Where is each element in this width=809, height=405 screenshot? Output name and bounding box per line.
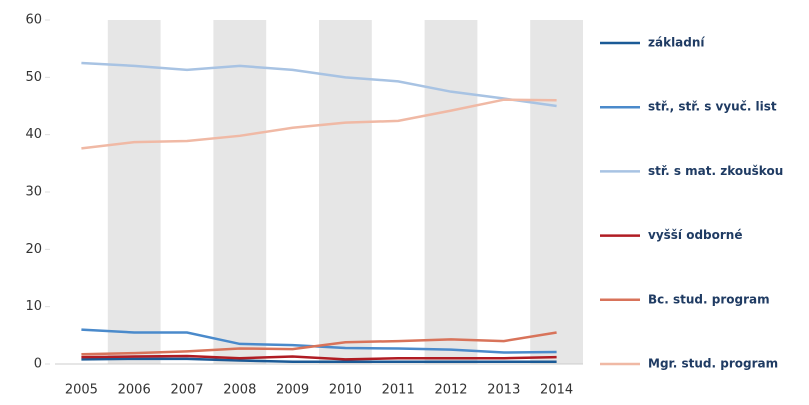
x-tick-label: 2006 — [118, 383, 151, 398]
band — [530, 20, 583, 364]
x-tick-label: 2008 — [223, 383, 256, 398]
series-line — [81, 98, 557, 150]
band — [424, 20, 478, 364]
y-tick-label: 0 — [34, 357, 42, 372]
y-tick-label: 60 — [25, 13, 42, 28]
legend-label: vyšší odborné — [648, 228, 743, 242]
x-tick-label: 2013 — [487, 383, 520, 398]
x-tick-label: 2012 — [434, 383, 467, 398]
band — [213, 20, 267, 364]
legend-label: Mgr. stud. program — [648, 357, 778, 371]
x-tick-label: 2007 — [170, 383, 203, 398]
x-tick-label: 2011 — [382, 383, 415, 398]
x-tick-label: 2010 — [329, 383, 362, 398]
legend-label: stř., stř. s vyuč. list — [648, 100, 777, 114]
x-tick-label: 2014 — [540, 383, 573, 398]
series-line — [81, 354, 557, 361]
x-tick-label: 2005 — [65, 383, 98, 398]
series-line — [81, 331, 557, 356]
series-line — [81, 61, 557, 108]
band — [319, 20, 372, 364]
legend-label: základní — [648, 36, 705, 50]
legend-label: Bc. stud. program — [648, 292, 770, 306]
y-tick-label: 10 — [25, 299, 42, 314]
band — [107, 20, 161, 364]
y-tick-label: 20 — [25, 242, 42, 257]
y-tick-label: 50 — [25, 70, 42, 85]
x-tick-label: 2009 — [276, 383, 309, 398]
y-tick-label: 30 — [25, 185, 42, 200]
series-line — [81, 357, 557, 363]
y-tick-label: 40 — [25, 127, 42, 142]
legend-label: stř. s mat. zkouškou — [648, 164, 783, 178]
